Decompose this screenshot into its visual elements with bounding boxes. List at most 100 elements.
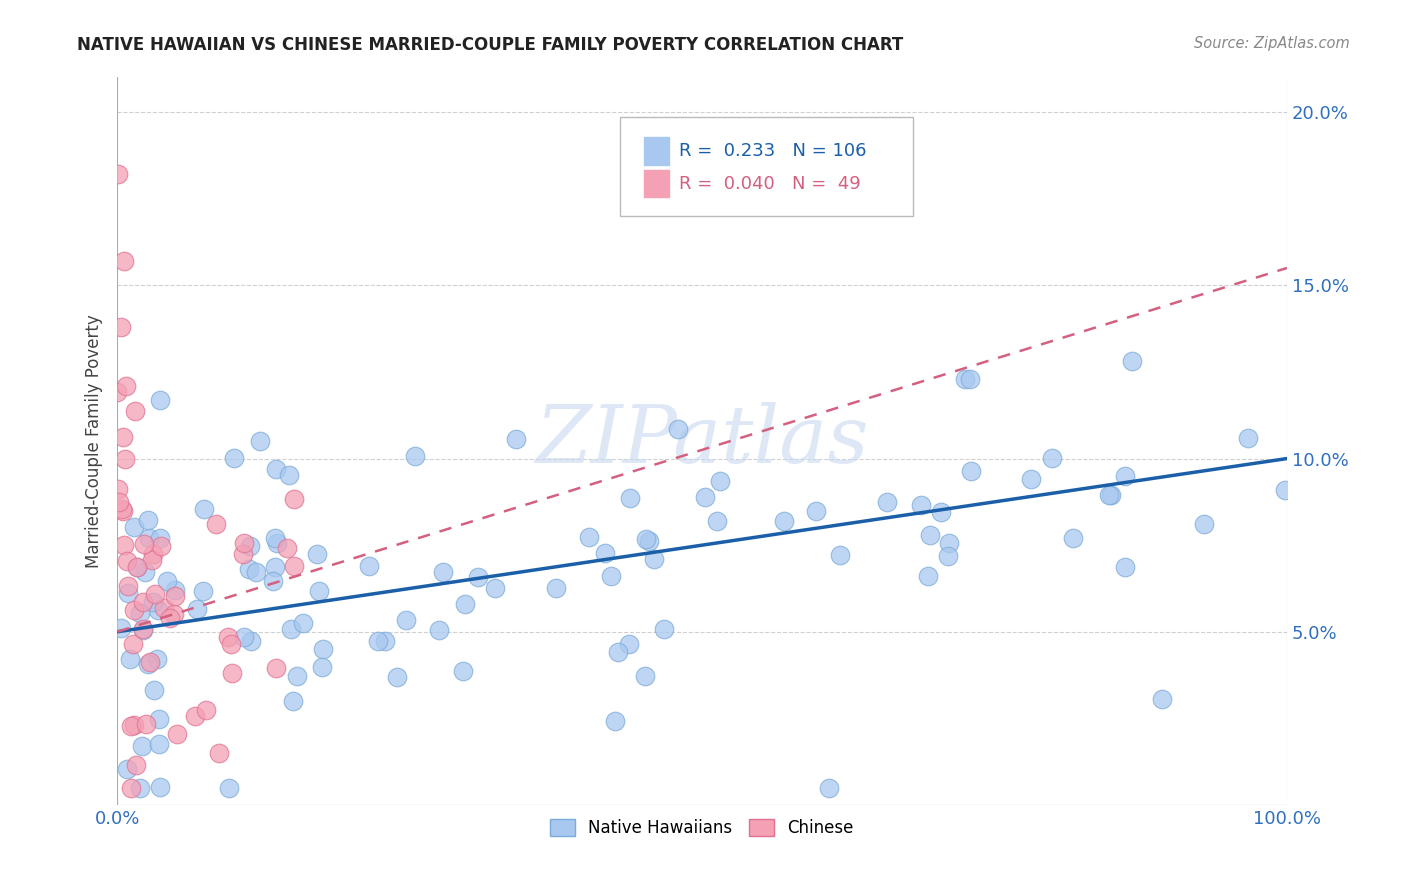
Point: [124, 404, 146, 418]
Point: [1019, 472, 1042, 486]
Point: [806, 504, 828, 518]
Point: [166, 727, 188, 741]
Point: [136, 657, 159, 672]
Point: [219, 637, 242, 651]
Point: [264, 560, 287, 574]
Point: [505, 432, 527, 446]
Point: [120, 652, 142, 666]
Point: [117, 586, 139, 600]
Point: [1040, 451, 1063, 466]
Point: [139, 655, 162, 669]
Point: [114, 452, 136, 467]
Point: [404, 449, 426, 463]
Point: [132, 595, 155, 609]
Point: [184, 709, 207, 723]
Point: [1098, 487, 1121, 501]
Point: [124, 603, 146, 617]
Point: [138, 531, 160, 545]
Point: [467, 569, 489, 583]
Point: [637, 533, 659, 548]
Point: [143, 683, 166, 698]
Point: [706, 514, 728, 528]
Point: [617, 637, 640, 651]
Point: [110, 319, 132, 334]
Point: [374, 634, 396, 648]
Point: [607, 645, 630, 659]
Point: [224, 450, 246, 465]
Point: [938, 535, 960, 549]
Point: [233, 536, 256, 550]
Point: [193, 502, 215, 516]
Legend: Native Hawaiians, Chinese: Native Hawaiians, Chinese: [544, 813, 860, 844]
Point: [276, 541, 298, 556]
Point: [936, 549, 959, 564]
Point: [245, 565, 267, 579]
Point: [112, 503, 135, 517]
Point: [1150, 691, 1173, 706]
Point: [395, 613, 418, 627]
Point: [281, 694, 304, 708]
Point: [285, 669, 308, 683]
Point: [129, 606, 152, 620]
Text: R =  0.040   N =  49: R = 0.040 N = 49: [679, 176, 860, 194]
Point: [931, 505, 953, 519]
Point: [107, 482, 129, 496]
Point: [959, 465, 981, 479]
Point: [218, 780, 240, 795]
Point: [599, 568, 621, 582]
Point: [136, 512, 159, 526]
Point: [148, 531, 170, 545]
Point: [266, 536, 288, 550]
Point: [186, 602, 208, 616]
Point: [695, 490, 717, 504]
Point: [112, 253, 135, 268]
Point: [111, 502, 134, 516]
Text: ZIPatlas: ZIPatlas: [536, 402, 869, 480]
Point: [238, 562, 260, 576]
Point: [1121, 353, 1143, 368]
Point: [129, 780, 152, 795]
Point: [163, 607, 186, 622]
Point: [195, 703, 218, 717]
Point: [149, 393, 172, 408]
Point: [910, 498, 932, 512]
Point: [292, 615, 315, 630]
Point: [146, 603, 169, 617]
Point: [453, 665, 475, 679]
Point: [232, 547, 254, 561]
Point: [112, 538, 135, 552]
Point: [312, 642, 335, 657]
Point: [1114, 469, 1136, 483]
Point: [132, 623, 155, 637]
Point: [134, 565, 156, 579]
Point: [146, 651, 169, 665]
Point: [148, 713, 170, 727]
Y-axis label: Married-Couple Family Poverty: Married-Couple Family Poverty: [86, 314, 103, 568]
Text: R =  0.233   N = 106: R = 0.233 N = 106: [679, 142, 866, 160]
Point: [818, 780, 841, 795]
Point: [830, 549, 852, 563]
Point: [150, 539, 173, 553]
Point: [917, 569, 939, 583]
Point: [159, 610, 181, 624]
Point: [643, 551, 665, 566]
Point: [427, 623, 450, 637]
Point: [305, 547, 328, 561]
Point: [605, 714, 627, 728]
Point: [709, 475, 731, 489]
Point: [120, 719, 142, 733]
Point: [1114, 560, 1136, 574]
Bar: [644, 137, 669, 165]
Bar: [644, 169, 669, 197]
Point: [125, 757, 148, 772]
Point: [110, 621, 132, 635]
Point: [432, 565, 454, 579]
Point: [134, 537, 156, 551]
Point: [283, 492, 305, 507]
Point: [117, 762, 139, 776]
Point: [277, 467, 299, 482]
Point: [105, 384, 128, 399]
Point: [249, 434, 271, 448]
FancyBboxPatch shape: [620, 118, 912, 216]
Point: [367, 633, 389, 648]
